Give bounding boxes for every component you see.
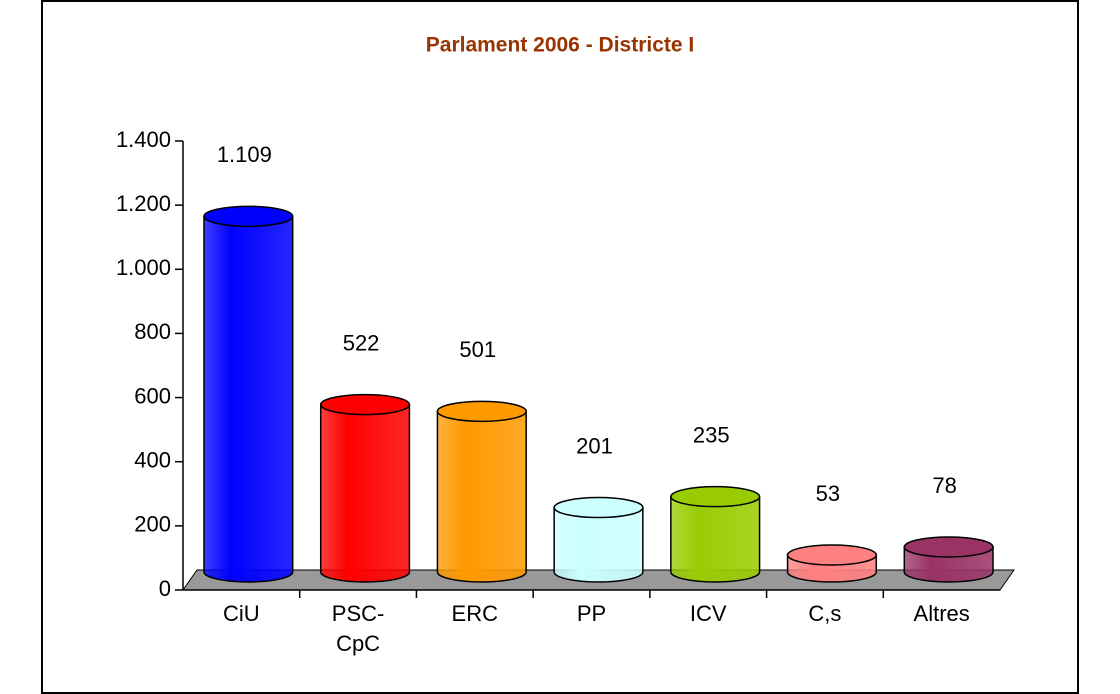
bar — [319, 393, 411, 583]
bar-body — [553, 506, 644, 583]
bar-top — [903, 536, 994, 558]
chart-title: Parlament 2006 - Districte I — [426, 34, 694, 57]
bar — [553, 496, 644, 583]
value-label: 522 — [343, 330, 380, 355]
y-tick-label: 600 — [134, 383, 171, 408]
value-label: 501 — [459, 337, 496, 362]
x-tick-label: C,s — [808, 601, 841, 626]
x-tick-label: ERC — [452, 601, 499, 626]
bar — [436, 400, 527, 583]
bar-body — [670, 495, 761, 583]
x-tick-label: PSC-CpC — [332, 601, 385, 656]
bar-body — [319, 403, 411, 583]
bar-top — [319, 393, 411, 416]
value-label: 78 — [932, 473, 956, 498]
x-tick-label: PP — [577, 601, 606, 626]
bar-top — [203, 205, 294, 228]
value-label: 1.109 — [217, 142, 272, 167]
y-tick-label: 800 — [134, 319, 171, 344]
x-tick-label: ICV — [690, 601, 727, 626]
value-label: 53 — [816, 481, 840, 506]
y-tick-label: 1.200 — [116, 191, 171, 216]
y-tick-label: 0 — [159, 576, 171, 601]
bar — [903, 536, 994, 583]
bar — [203, 205, 294, 583]
x-tick-label: Altres — [914, 601, 970, 626]
bar — [786, 544, 878, 583]
y-tick-label: 200 — [134, 512, 171, 537]
value-label: 201 — [576, 433, 613, 458]
bar-body — [436, 410, 527, 583]
x-tick-label: CiU — [223, 601, 260, 626]
y-tick-label: 1.400 — [116, 127, 171, 152]
bar-top — [436, 400, 527, 423]
y-tick-label: 400 — [134, 448, 171, 473]
bar-top — [670, 485, 761, 508]
y-tick-label: 1.000 — [116, 255, 171, 280]
bar — [670, 485, 761, 583]
bar-top — [553, 496, 644, 519]
value-label: 235 — [693, 422, 730, 447]
bar-top — [786, 544, 878, 566]
bar-body — [203, 215, 294, 583]
